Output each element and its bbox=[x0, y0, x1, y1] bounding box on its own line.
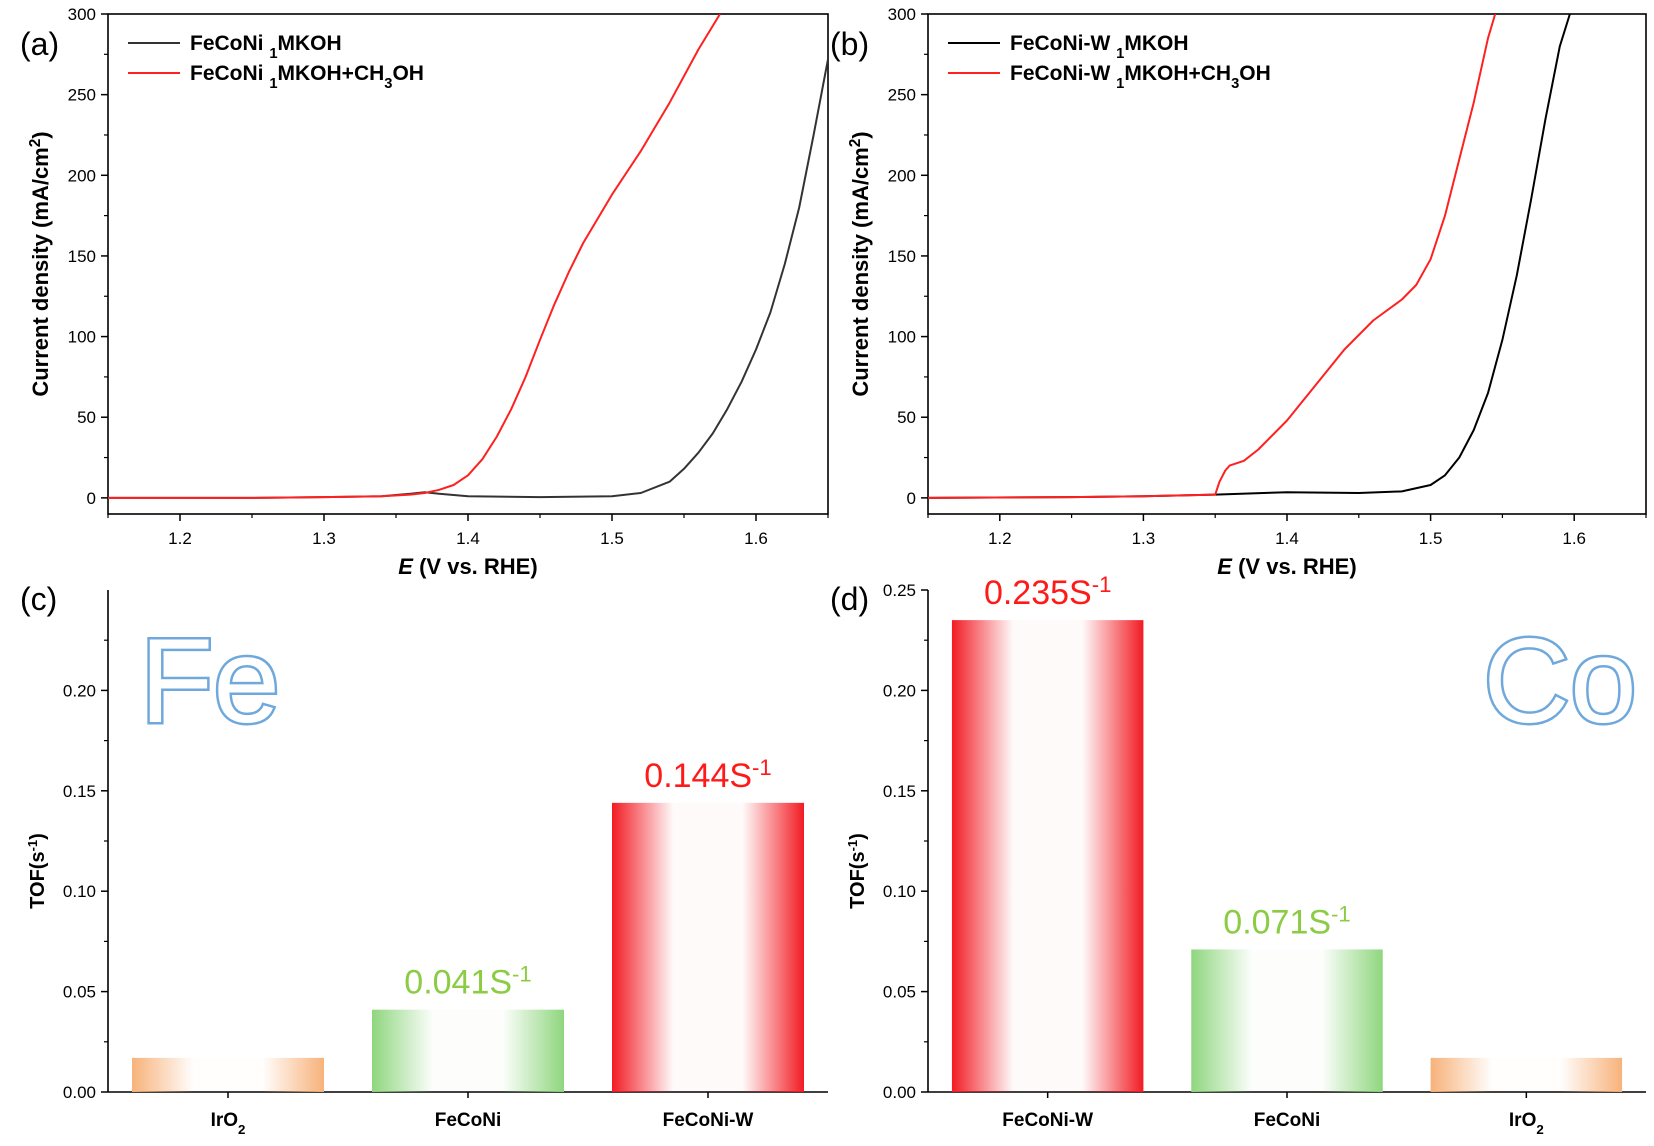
line-chart-panel: 0 50 100 150 200 250 300 1.2 1.3 1.4 1.5 1.6 E (V vs… bbox=[20, 5, 829, 579]
y-tick-label: 200 bbox=[68, 166, 96, 185]
x-tick-label: FeCoNi bbox=[1254, 1110, 1321, 1131]
y-tick-label: 0.10 bbox=[883, 882, 916, 901]
y-tick-label: 0.10 bbox=[63, 882, 96, 901]
bar bbox=[1430, 1057, 1623, 1092]
x-tick-label: 1.6 bbox=[744, 529, 768, 548]
series-line bbox=[108, 59, 828, 499]
y-tick-label: 0.25 bbox=[883, 581, 916, 600]
x-tick-label: FeCoNi-W bbox=[1002, 1110, 1093, 1131]
y-tick-label: 0 bbox=[907, 489, 916, 508]
x-tick-label: IrO2 bbox=[1509, 1110, 1544, 1137]
y-tick-label: 200 bbox=[888, 166, 916, 185]
bar bbox=[372, 1009, 564, 1092]
x-axis-label: E (V vs. RHE) bbox=[1217, 554, 1356, 579]
bar bbox=[1191, 949, 1383, 1092]
y-tick-label: 0.20 bbox=[63, 681, 96, 700]
y-axis-label: Current density (mA/cm2) bbox=[847, 131, 874, 396]
y-tick-label: 0.00 bbox=[883, 1083, 916, 1102]
y-tick-label: 0.20 bbox=[883, 681, 916, 700]
element-watermark: Fe bbox=[140, 614, 280, 748]
y-axis-label: TOF(s-1) bbox=[845, 833, 870, 909]
bar-data-label: 0.071S-1 bbox=[1223, 901, 1350, 942]
element-watermark: Co bbox=[1483, 614, 1636, 748]
x-tick-label: 1.4 bbox=[456, 529, 480, 548]
x-tick-label: 1.6 bbox=[1562, 529, 1586, 548]
x-tick-label: 1.5 bbox=[1419, 529, 1443, 548]
x-tick-label: FeCoNi bbox=[435, 1110, 502, 1131]
panel-label: (a) bbox=[20, 26, 59, 62]
x-tick-label: 1.2 bbox=[988, 529, 1012, 548]
legend-label: FeCoNi-W 1MKOH bbox=[1010, 32, 1189, 62]
x-tick-label: FeCoNi-W bbox=[663, 1110, 754, 1131]
legend-label: FeCoNi 1MKOH+CH3OH bbox=[190, 62, 424, 92]
x-tick-label: 1.3 bbox=[312, 529, 336, 548]
bar bbox=[951, 620, 1144, 1092]
y-tick-label: 50 bbox=[897, 408, 916, 427]
y-axis-label: TOF(s-1) bbox=[25, 833, 50, 909]
y-tick-label: 250 bbox=[888, 86, 916, 105]
x-axis-label: E (V vs. RHE) bbox=[398, 554, 537, 579]
y-tick-label: 100 bbox=[68, 328, 96, 347]
bar bbox=[132, 1057, 324, 1092]
y-tick-label: 300 bbox=[888, 5, 916, 24]
panel-label: (b) bbox=[830, 26, 869, 62]
y-tick-label: 0.15 bbox=[883, 782, 916, 801]
series-line bbox=[928, 14, 1571, 499]
panel-label: (d) bbox=[830, 581, 869, 617]
y-tick-label: 0.05 bbox=[63, 983, 96, 1002]
y-tick-label: 100 bbox=[888, 328, 916, 347]
panel-label: (c) bbox=[20, 581, 57, 617]
y-tick-label: 300 bbox=[68, 5, 96, 24]
y-tick-label: 150 bbox=[68, 247, 96, 266]
x-tick-label: IrO2 bbox=[211, 1110, 246, 1137]
legend-label: FeCoNi 1MKOH bbox=[190, 32, 342, 62]
series-line bbox=[108, 14, 721, 499]
line-chart-panel: 0 50 100 150 200 250 300 1.2 1.3 1.4 1.5 1.6 E (V vs… bbox=[830, 5, 1647, 579]
plot-frame bbox=[927, 13, 1647, 515]
y-tick-label: 50 bbox=[77, 408, 96, 427]
bar-data-label: 0.235S-1 bbox=[984, 572, 1111, 613]
plot-frame bbox=[107, 13, 829, 515]
bar-chart-panel: Co 0.00 0.05 0.10 0.15 0.20 0.25 TOF(s-1) (d) FeC… bbox=[830, 572, 1646, 1137]
y-tick-label: 0.05 bbox=[883, 983, 916, 1002]
x-tick-label: 1.5 bbox=[600, 529, 624, 548]
bar-chart-panel: Fe 0.00 0.05 0.10 0.15 0.20 TOF(s-1) (c) IrO2 FeC… bbox=[20, 581, 828, 1137]
x-tick-label: 1.4 bbox=[1275, 529, 1299, 548]
bar bbox=[612, 802, 804, 1092]
y-tick-label: 150 bbox=[888, 247, 916, 266]
x-tick-label: 1.2 bbox=[168, 529, 192, 548]
legend-label: FeCoNi-W 1MKOH+CH3OH bbox=[1010, 62, 1271, 92]
series-line bbox=[928, 14, 1497, 499]
bar-data-label: 0.144S-1 bbox=[644, 754, 771, 795]
y-tick-label: 0.15 bbox=[63, 782, 96, 801]
bar-data-label: 0.041S-1 bbox=[404, 961, 531, 1002]
y-tick-label: 0 bbox=[87, 489, 96, 508]
y-axis-label: Current density (mA/cm2) bbox=[27, 131, 54, 396]
y-tick-label: 0.00 bbox=[63, 1083, 96, 1102]
y-tick-label: 250 bbox=[68, 86, 96, 105]
x-tick-label: 1.3 bbox=[1132, 529, 1156, 548]
